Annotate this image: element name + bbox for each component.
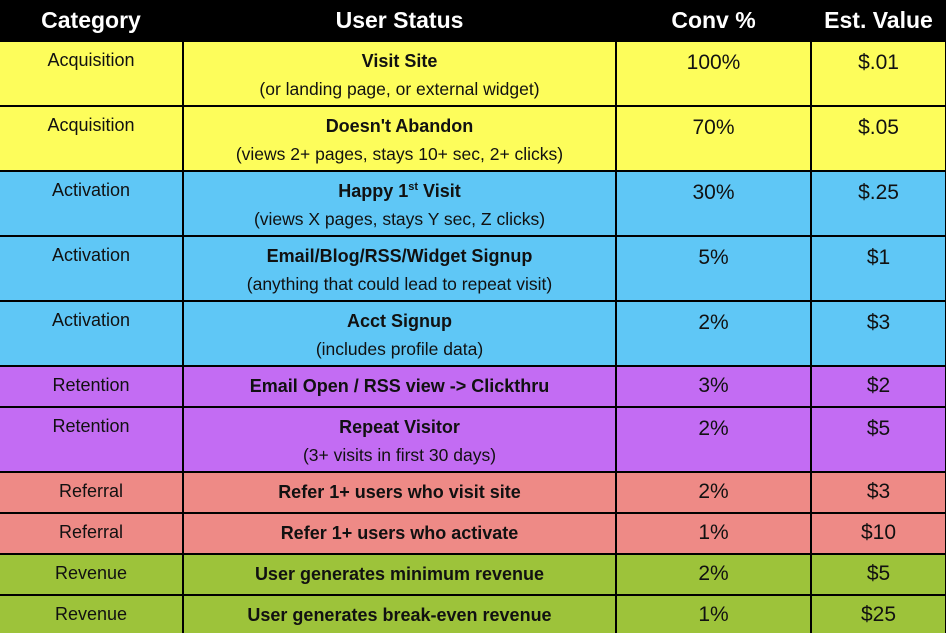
row-9-value: $10	[812, 514, 945, 553]
row-10-status-title: User generates minimum revenue	[254, 564, 545, 584]
row-7-status: Repeat Visitor (3+ visits in first 30 da…	[184, 408, 615, 471]
row-5-status-detail: (includes profile data)	[315, 339, 484, 359]
row-6-status: Email Open / RSS view -> Clickthru	[184, 367, 615, 406]
row-2-category: Acquisition	[0, 107, 182, 170]
row-3-value: $.25	[812, 172, 945, 235]
row-3-category: Activation	[0, 172, 182, 235]
row-11-status: User generates break-even revenue	[184, 596, 615, 633]
row-2-conv: 70%	[617, 107, 810, 170]
row-2-status-title: Doesn't Abandon	[325, 116, 474, 136]
row-6-status-title: Email Open / RSS view -> Clickthru	[249, 376, 550, 396]
row-4-status-title: Email/Blog/RSS/Widget Signup	[266, 246, 533, 266]
row-8-category: Referral	[0, 473, 182, 512]
row-5-status-title: Acct Signup	[346, 311, 452, 331]
row-8-status-title: Refer 1+ users who visit site	[278, 482, 521, 502]
row-11-status-title: User generates break-even revenue	[247, 605, 552, 625]
row-1-status-detail: (or landing page, or external widget)	[259, 79, 540, 99]
row-4-status: Email/Blog/RSS/Widget Signup (anything t…	[184, 237, 615, 300]
row-5-status: Acct Signup (includes profile data)	[184, 302, 615, 365]
row-2-status-detail: (views 2+ pages, stays 10+ sec, 2+ click…	[235, 144, 564, 164]
row-10-category: Revenue	[0, 555, 182, 594]
row-3-status-title-pre: Happy 1	[338, 181, 409, 201]
row-9-conv: 1%	[617, 514, 810, 553]
row-7-category: Retention	[0, 408, 182, 471]
row-7-conv: 2%	[617, 408, 810, 471]
row-1-value: $.01	[812, 42, 945, 105]
header-conv-percent: Conv %	[617, 0, 810, 40]
row-5-category: Activation	[0, 302, 182, 365]
row-11-conv: 1%	[617, 596, 810, 633]
row-9-status: Refer 1+ users who activate	[184, 514, 615, 553]
header-category: Category	[0, 0, 182, 40]
row-8-conv: 2%	[617, 473, 810, 512]
row-1-status: Visit Site (or landing page, or external…	[184, 42, 615, 105]
header-est-value: Est. Value	[812, 0, 945, 40]
row-10-conv: 2%	[617, 555, 810, 594]
row-3-status: Happy 1st Visit (views X pages, stays Y …	[184, 172, 615, 235]
header-user-status: User Status	[184, 0, 615, 40]
row-1-conv: 100%	[617, 42, 810, 105]
row-11-category: Revenue	[0, 596, 182, 633]
row-6-category: Retention	[0, 367, 182, 406]
row-7-value: $5	[812, 408, 945, 471]
row-3-conv: 30%	[617, 172, 810, 235]
row-9-category: Referral	[0, 514, 182, 553]
row-8-status: Refer 1+ users who visit site	[184, 473, 615, 512]
row-7-status-title: Repeat Visitor	[339, 417, 460, 437]
row-10-value: $5	[812, 555, 945, 594]
row-4-value: $1	[812, 237, 945, 300]
row-3-status-title-post: Visit	[418, 181, 461, 201]
row-4-conv: 5%	[617, 237, 810, 300]
row-3-status-title: Happy 1st Visit	[338, 180, 461, 202]
row-6-conv: 3%	[617, 367, 810, 406]
row-4-category: Activation	[0, 237, 182, 300]
row-8-value: $3	[812, 473, 945, 512]
row-7-status-detail: (3+ visits in first 30 days)	[302, 445, 497, 465]
row-1-category: Acquisition	[0, 42, 182, 105]
row-10-status: User generates minimum revenue	[184, 555, 615, 594]
row-2-value: $.05	[812, 107, 945, 170]
row-6-value: $2	[812, 367, 945, 406]
row-3-status-title-sup: st	[408, 181, 419, 193]
row-2-status: Doesn't Abandon (views 2+ pages, stays 1…	[184, 107, 615, 170]
row-1-status-title: Visit Site	[361, 51, 438, 71]
row-5-conv: 2%	[617, 302, 810, 365]
row-9-status-title: Refer 1+ users who activate	[280, 523, 519, 543]
funnel-table-page: Category User Status Conv % Est. Value A…	[0, 6, 945, 633]
row-4-status-detail: (anything that could lead to repeat visi…	[246, 274, 553, 294]
row-5-value: $3	[812, 302, 945, 365]
row-3-status-detail: (views X pages, stays Y sec, Z clicks)	[253, 209, 546, 229]
row-11-value: $25	[812, 596, 945, 633]
